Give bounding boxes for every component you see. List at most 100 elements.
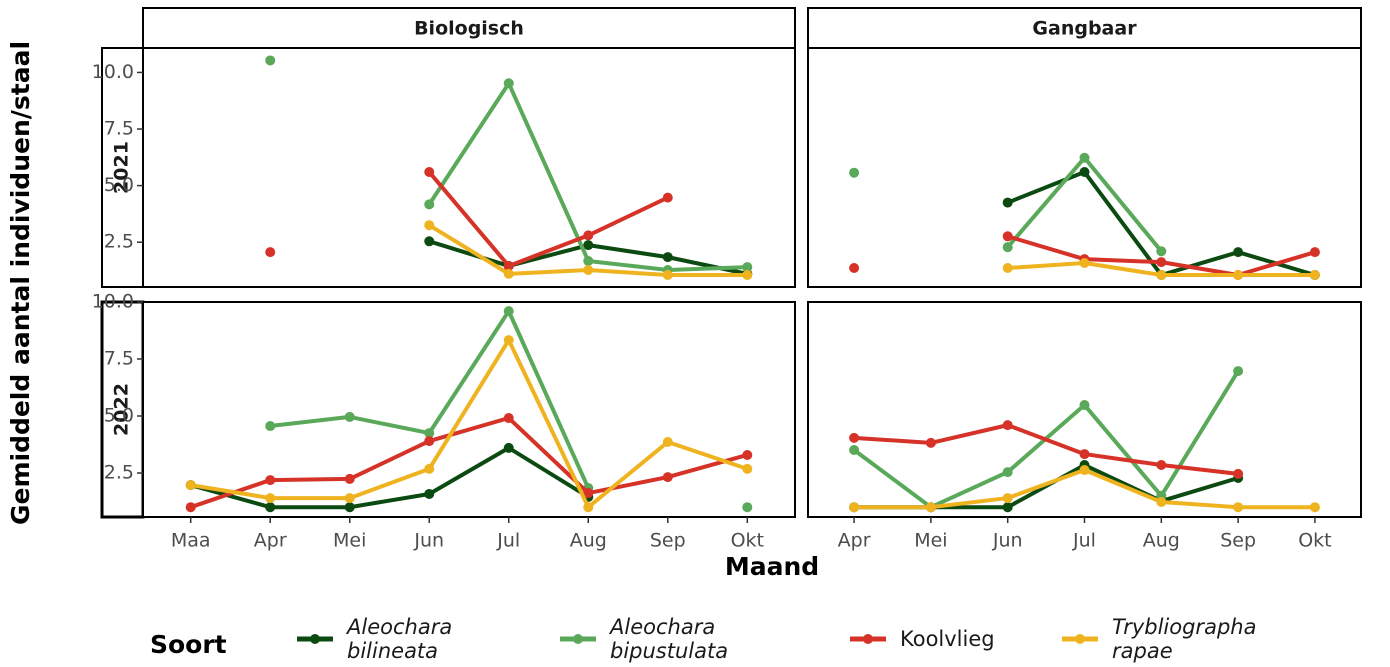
point <box>742 449 753 460</box>
legend-label: Koolvlieg <box>900 627 995 651</box>
point <box>424 220 435 231</box>
point <box>1233 366 1244 377</box>
point <box>344 493 355 504</box>
x-tick-label: Jul <box>1072 530 1096 552</box>
x-tick-label: Mei <box>914 530 947 552</box>
legend-title: Soort <box>150 630 227 659</box>
facet-label: 2021 <box>111 141 133 194</box>
point <box>1233 468 1244 479</box>
point <box>185 502 196 513</box>
point <box>503 268 514 279</box>
point <box>849 502 860 513</box>
legend-point <box>573 634 583 644</box>
point <box>662 436 673 447</box>
point <box>849 444 860 455</box>
point <box>503 335 514 346</box>
legend-swatch <box>1062 634 1098 644</box>
point <box>424 199 435 210</box>
point <box>849 262 860 273</box>
x-tick-label: Jun <box>992 530 1023 552</box>
x-tick-label: Apr <box>254 530 287 552</box>
facet-strip <box>142 7 796 49</box>
x-tick-label: Aug <box>1143 530 1180 552</box>
point <box>344 473 355 484</box>
point <box>1002 467 1013 478</box>
point <box>1309 502 1320 513</box>
point <box>925 502 936 513</box>
point <box>662 472 673 483</box>
legend-item: Aleochara bipustulata <box>558 614 780 664</box>
y-axis-label: Gemiddeld aantal individuen/staal <box>6 41 35 525</box>
legend-item: Trybliographa rapae <box>1060 614 1282 664</box>
point <box>583 488 594 499</box>
y-tick-label: 10.0 <box>92 291 134 313</box>
y-tick-label: 10.0 <box>92 61 134 83</box>
point <box>662 270 673 281</box>
legend-swatch <box>850 634 886 644</box>
chart: Gemiddeld aantal individuen/staal Maand … <box>6 7 1362 581</box>
legend-label: Trybliographa rapae <box>1112 615 1257 663</box>
point <box>1156 460 1167 471</box>
legend-point <box>863 634 873 644</box>
point <box>583 230 594 241</box>
facet-strip <box>807 7 1362 49</box>
point <box>1233 247 1244 258</box>
point <box>742 463 753 474</box>
point <box>1002 231 1013 242</box>
legend: Soort Aleochara bilineata Aleochara bipus… <box>0 612 1390 667</box>
point <box>424 428 435 439</box>
point <box>503 260 514 271</box>
point <box>1002 242 1013 253</box>
legend-item: Koolvlieg <box>848 614 1070 664</box>
point <box>1002 197 1013 208</box>
point <box>265 475 276 486</box>
point <box>1002 420 1013 431</box>
point <box>1156 270 1167 281</box>
point <box>503 78 514 89</box>
point <box>344 502 355 513</box>
point <box>849 432 860 443</box>
point <box>742 262 753 273</box>
x-tick-label: Aug <box>570 530 607 552</box>
legend-label: Aleochara bilineata <box>347 615 453 663</box>
y-tick-label: 7.5 <box>104 118 134 140</box>
point <box>849 167 860 178</box>
point <box>1002 502 1013 513</box>
point <box>1079 400 1090 411</box>
point <box>742 502 753 513</box>
y-tick-label: 5.0 <box>104 174 134 196</box>
x-tick-label: Sep <box>1220 530 1256 552</box>
x-tick-label: Jun <box>413 530 444 552</box>
point <box>1002 262 1013 273</box>
point <box>1233 502 1244 513</box>
facet-label: Biologisch <box>414 18 524 40</box>
point <box>1156 246 1167 257</box>
point <box>265 55 276 66</box>
legend-point <box>1075 634 1085 644</box>
point <box>1079 258 1090 269</box>
y-tick-label: 2.5 <box>104 231 134 253</box>
point <box>424 436 435 447</box>
point <box>662 252 673 263</box>
point <box>1156 257 1167 268</box>
point <box>503 306 514 317</box>
point <box>925 437 936 448</box>
x-tick-label: Okt <box>731 530 764 552</box>
x-axis-label: Maand <box>725 552 819 581</box>
point <box>583 255 594 266</box>
point <box>503 413 514 424</box>
point <box>424 488 435 499</box>
point <box>1233 270 1244 281</box>
point <box>265 493 276 504</box>
x-tick-label: Sep <box>650 530 686 552</box>
facet-label: 2022 <box>111 383 133 436</box>
y-tick-label: 7.5 <box>104 347 134 369</box>
point <box>424 236 435 247</box>
point <box>583 265 594 276</box>
legend-label: Aleochara bipustulata <box>610 615 729 663</box>
x-tick-label: Okt <box>1298 530 1331 552</box>
point <box>583 240 594 251</box>
point <box>1079 449 1090 460</box>
point <box>662 192 673 203</box>
